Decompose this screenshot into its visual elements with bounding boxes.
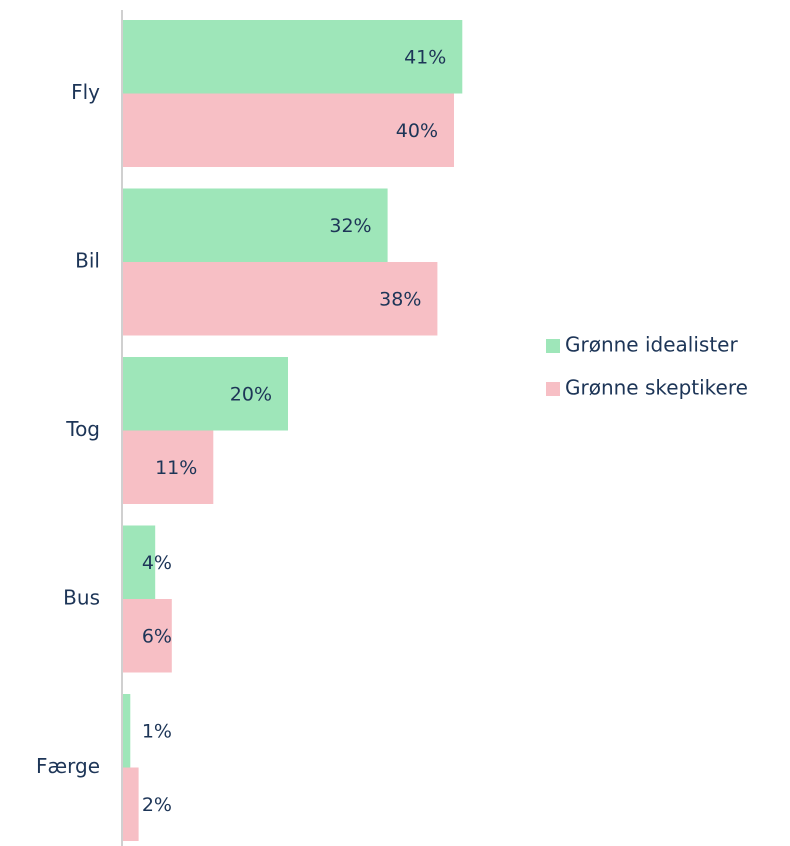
bar xyxy=(122,767,139,841)
legend-label: Grønne idealister xyxy=(565,333,738,357)
bar xyxy=(122,599,172,673)
bar xyxy=(122,262,438,336)
value-label: 40% xyxy=(396,120,438,142)
value-label: 41% xyxy=(404,46,446,68)
bar xyxy=(122,93,454,167)
bar xyxy=(122,20,463,94)
value-label: 6% xyxy=(142,625,172,647)
bar xyxy=(122,694,131,768)
bar xyxy=(122,357,288,431)
value-label: 2% xyxy=(142,794,172,816)
value-label: 1% xyxy=(142,720,172,742)
legend-swatch xyxy=(546,382,560,396)
y-tick-label: Færge xyxy=(36,754,100,778)
y-tick-label: Tog xyxy=(65,417,100,441)
value-label: 4% xyxy=(142,552,172,574)
value-label: 11% xyxy=(155,457,197,479)
y-tick-label: Bil xyxy=(75,249,100,273)
bar xyxy=(122,430,214,504)
value-label: 20% xyxy=(230,383,272,405)
legend-label: Grønne skeptikere xyxy=(565,376,748,400)
bar xyxy=(122,525,156,599)
legend-swatch xyxy=(546,339,560,353)
y-tick-label: Bus xyxy=(63,586,100,610)
bar xyxy=(122,188,388,262)
value-label: 38% xyxy=(379,288,421,310)
y-tick-label: Fly xyxy=(71,80,100,104)
value-label: 32% xyxy=(329,215,371,237)
